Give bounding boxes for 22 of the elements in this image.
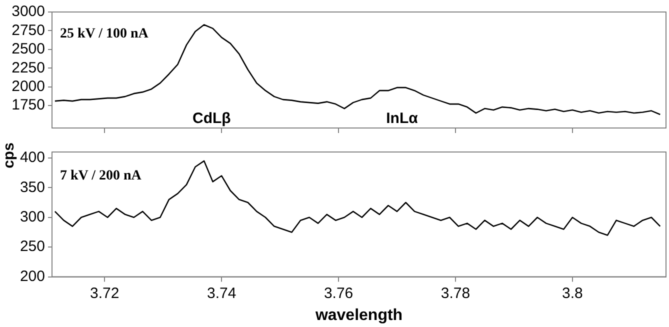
x-tick-label: 3.74 bbox=[206, 284, 236, 302]
annotation: 25 kV / 100 nA bbox=[60, 26, 150, 42]
x-tick-label: 3.72 bbox=[90, 284, 120, 302]
y-tick-label: 2750 bbox=[12, 22, 45, 39]
y-tick-label: 400 bbox=[20, 149, 45, 166]
y-tick-label: 1750 bbox=[12, 96, 45, 114]
x-tick-label: 3.8 bbox=[562, 284, 583, 302]
y-tick-label: 2250 bbox=[12, 59, 45, 76]
annotation: InLα bbox=[386, 110, 419, 127]
x-tick-label: 3.76 bbox=[324, 284, 354, 302]
annotation: 7 kV / 200 nA bbox=[60, 168, 142, 184]
annotation: CdLβ bbox=[192, 110, 231, 127]
y-tick-label: 350 bbox=[20, 178, 45, 196]
y-tick-label: 250 bbox=[20, 238, 45, 256]
y-axis-title: cps bbox=[0, 142, 18, 168]
y-tick-label: 2000 bbox=[12, 78, 45, 95]
y-tick-label: 3000 bbox=[12, 3, 45, 20]
y-tick-label: 300 bbox=[20, 208, 45, 226]
y-tick-label: 2500 bbox=[12, 40, 45, 58]
x-axis-title: wavelength bbox=[314, 306, 403, 324]
x-tick-label: 3.78 bbox=[440, 284, 470, 302]
y-tick-label: 200 bbox=[20, 268, 45, 285]
